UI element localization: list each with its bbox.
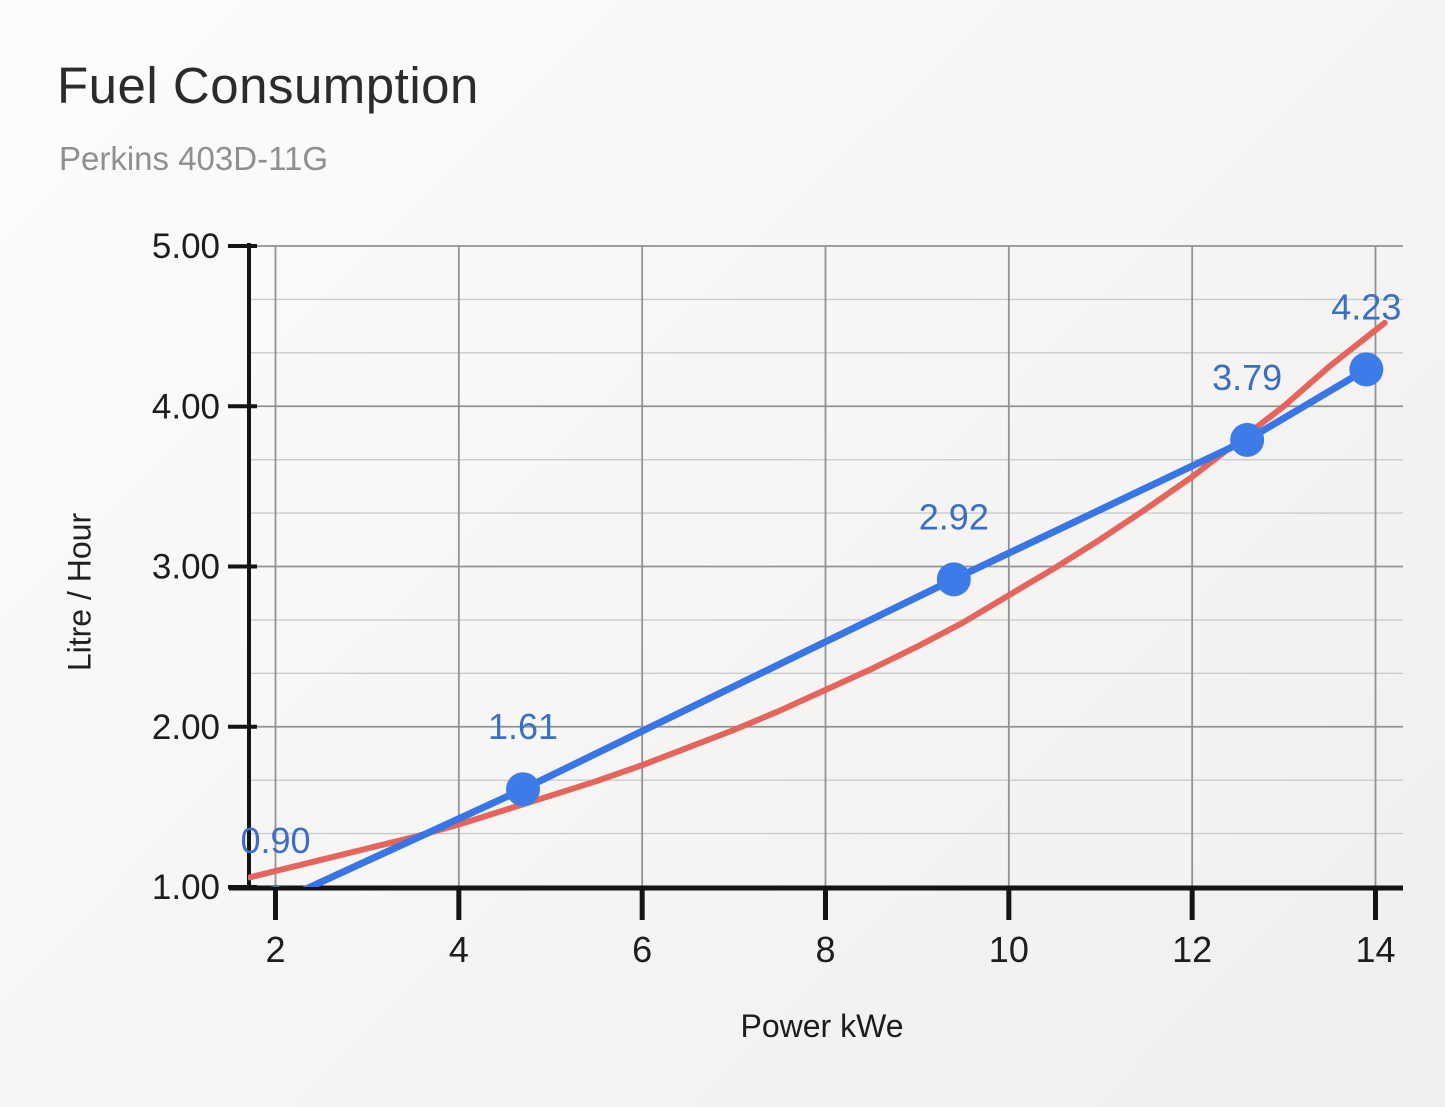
y-tick-label: 3.00 bbox=[152, 548, 220, 587]
y-tick-label: 4.00 bbox=[152, 387, 220, 426]
y-tick-label: 5.00 bbox=[152, 227, 220, 266]
x-tick-label: 2 bbox=[265, 929, 285, 970]
x-tick-label: 10 bbox=[989, 929, 1029, 970]
data-point-marker bbox=[506, 772, 540, 807]
chart-title: Fuel Consumption bbox=[57, 57, 479, 114]
x-tick-label: 14 bbox=[1355, 929, 1395, 970]
data-point-label: 2.92 bbox=[919, 496, 989, 537]
series-line bbox=[301, 365, 1370, 887]
series-group bbox=[248, 319, 1388, 887]
data-point-marker bbox=[1349, 352, 1384, 387]
data-point-label: 1.61 bbox=[488, 706, 558, 747]
x-tick-label: 12 bbox=[1172, 929, 1212, 970]
x-tick-label: 6 bbox=[632, 929, 652, 970]
x-tick-label: 4 bbox=[449, 929, 469, 970]
data-point-label: 4.23 bbox=[1331, 286, 1401, 327]
data-point-label: 3.79 bbox=[1212, 357, 1282, 398]
x-tick-label: 8 bbox=[815, 929, 835, 970]
y-tick-label: 1.00 bbox=[152, 868, 220, 907]
y-tick-label: 2.00 bbox=[152, 708, 220, 747]
data-point-label: 0.90 bbox=[240, 820, 310, 861]
chart-subtitle: Perkins 403D-11G bbox=[59, 140, 329, 177]
x-axis-title: Power kWe bbox=[740, 1008, 904, 1044]
data-point-marker bbox=[269, 886, 282, 887]
data-point-marker bbox=[1230, 422, 1265, 457]
data-point-marker bbox=[936, 562, 971, 597]
